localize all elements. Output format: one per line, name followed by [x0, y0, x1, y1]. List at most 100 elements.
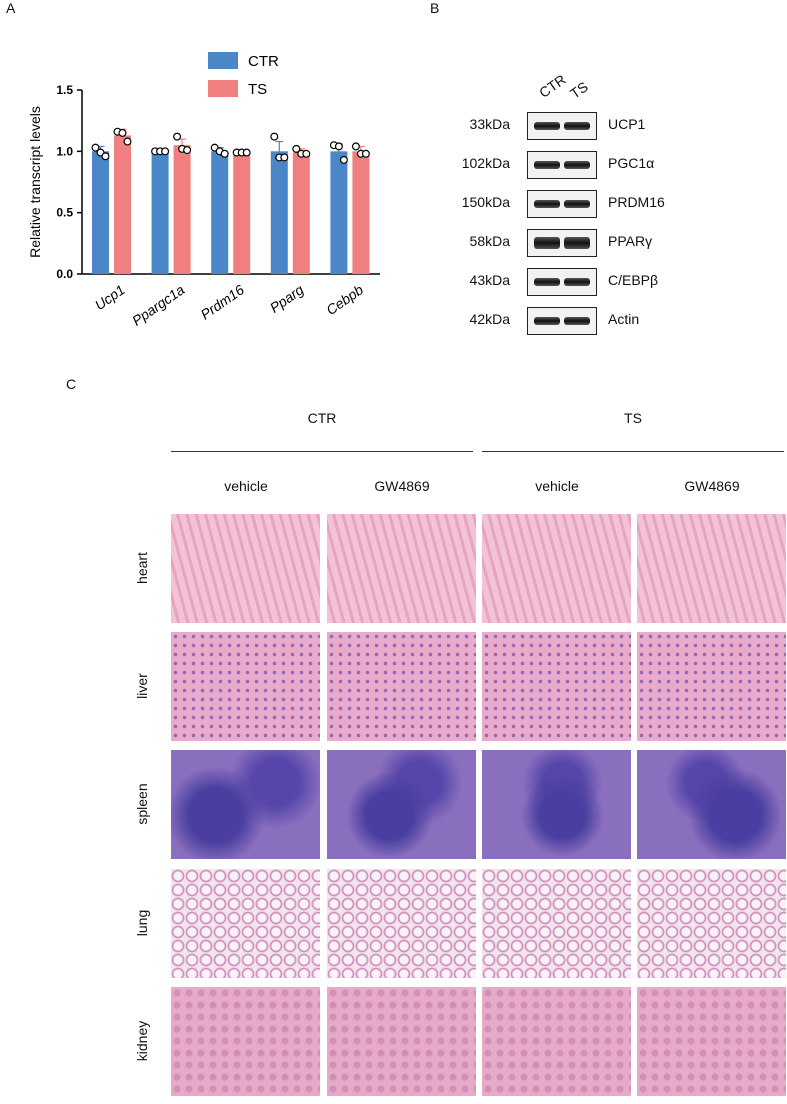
band-ctr: [534, 122, 560, 130]
blot-size-label: 58kDa: [469, 233, 510, 249]
western-blot: CTR TS 33kDa UCP1 102kDa PGC1α 150kDa PRDM16 5…: [430, 60, 787, 350]
data-point: [91, 143, 100, 152]
bar-ctr: [92, 151, 109, 274]
micrograph-spleen-4: [637, 750, 786, 859]
band-ctr: [534, 317, 560, 325]
group-divider-ts: [482, 451, 784, 452]
tissue-label-lung: lung: [134, 909, 150, 936]
micrograph-lung-3: [482, 869, 631, 978]
legend-label-ts: TS: [248, 81, 267, 98]
y-tick-label: 1.5: [56, 83, 73, 97]
group-divider-ctr: [171, 451, 473, 452]
micrograph-spleen-1: [171, 750, 320, 859]
micrograph-heart-1: [171, 514, 320, 623]
micrograph-liver-3: [482, 632, 631, 741]
blot-protein-label: C/EBPβ: [608, 272, 659, 288]
data-point: [161, 147, 170, 156]
tissue-label-liver: liver: [134, 672, 150, 699]
data-point: [361, 149, 370, 158]
data-point: [183, 146, 192, 155]
data-point: [302, 149, 311, 158]
micrograph-lung-4: [637, 869, 786, 978]
x-tick-label: Prdm16: [198, 281, 248, 322]
blot-protein-label: Actin: [608, 311, 640, 327]
y-axis-label: Relative transcript levels: [27, 106, 43, 258]
bar-ts: [173, 145, 191, 274]
lane-label-ts: TS: [567, 78, 591, 102]
blot-size-label: 102kDa: [461, 155, 510, 171]
blot-protein-label: PRDM16: [608, 194, 665, 210]
band-ts: [564, 200, 590, 208]
data-point: [270, 132, 279, 141]
bar-ctr: [270, 151, 288, 274]
panel-a-label: A: [6, 0, 16, 16]
col-label-1: vehicle: [224, 478, 268, 494]
blot-size-label: 43kDa: [469, 272, 510, 288]
panel-c-label: C: [66, 376, 77, 392]
blot-strip: [527, 307, 597, 335]
micrograph-kidney-3: [482, 987, 631, 1096]
x-tick-label: Ppargc1a: [129, 281, 187, 329]
bar-ts: [233, 152, 251, 274]
micrograph-lung-2: [327, 869, 476, 978]
micrograph-kidney-4: [637, 987, 786, 1096]
x-tick-label: Cebpb: [323, 281, 366, 318]
data-point: [334, 142, 343, 151]
bar-ctr: [151, 151, 169, 274]
micrograph-lung-1: [171, 869, 320, 978]
micrograph-liver-2: [327, 632, 476, 741]
bar-ctr: [211, 151, 229, 274]
col-label-2: GW4869: [374, 478, 430, 494]
bar-ctr: [330, 151, 348, 274]
micrograph-kidney-1: [171, 987, 320, 1096]
blot-protein-label: UCP1: [608, 116, 646, 132]
x-tick-label: Pparg: [267, 281, 307, 316]
group-label-ts: TS: [624, 410, 642, 426]
data-point: [220, 149, 229, 158]
panel-b-label: B: [430, 0, 440, 16]
y-tick-label: 1.0: [56, 144, 73, 158]
blot-size-label: 42kDa: [469, 311, 510, 327]
micrograph-heart-3: [482, 514, 631, 623]
legend-swatch-ctr: [208, 52, 238, 69]
y-tick-label: 0.5: [56, 206, 73, 220]
micrograph-heart-2: [327, 514, 476, 623]
micrograph-kidney-2: [327, 987, 476, 1096]
bar-ts: [292, 152, 310, 274]
data-point: [280, 153, 289, 162]
legend-label-ctr: CTR: [248, 53, 279, 70]
col-label-3: vehicle: [535, 478, 579, 494]
group-label-ctr: CTR: [307, 410, 337, 426]
tissue-label-heart: heart: [134, 551, 150, 584]
data-point: [173, 132, 182, 141]
band-ts: [564, 237, 590, 249]
bar-chart: 0.0 0.5 1.0 1.5 Relative transcript levels Uc…: [27, 52, 380, 329]
tissue-label-kidney: kidney: [134, 1020, 150, 1061]
data-point: [339, 155, 348, 164]
blot-protein-label: PPARγ: [608, 233, 653, 249]
blot-strip: [527, 112, 597, 140]
data-point: [242, 148, 251, 157]
micrograph-heart-4: [637, 514, 786, 623]
micrograph-liver-1: [171, 632, 320, 741]
bar-ts: [352, 151, 370, 274]
blot-strip: [527, 190, 597, 218]
blot-strip: [527, 151, 597, 179]
data-point: [118, 128, 127, 137]
band-ts: [564, 161, 590, 169]
band-ctr: [534, 200, 560, 208]
band-ts: [564, 122, 590, 130]
band-ctr: [534, 278, 560, 286]
blot-size-label: 33kDa: [469, 116, 510, 132]
data-point: [123, 137, 132, 146]
col-label-4: GW4869: [684, 478, 740, 494]
band-ctr: [534, 237, 560, 249]
data-point: [351, 142, 360, 151]
data-point: [292, 144, 301, 153]
band-ts: [564, 278, 590, 286]
band-ctr: [534, 161, 560, 169]
band-ts: [564, 317, 590, 325]
micrograph-spleen-3: [482, 750, 631, 859]
blot-strip: [527, 268, 597, 296]
blot-size-label: 150kDa: [461, 194, 510, 210]
